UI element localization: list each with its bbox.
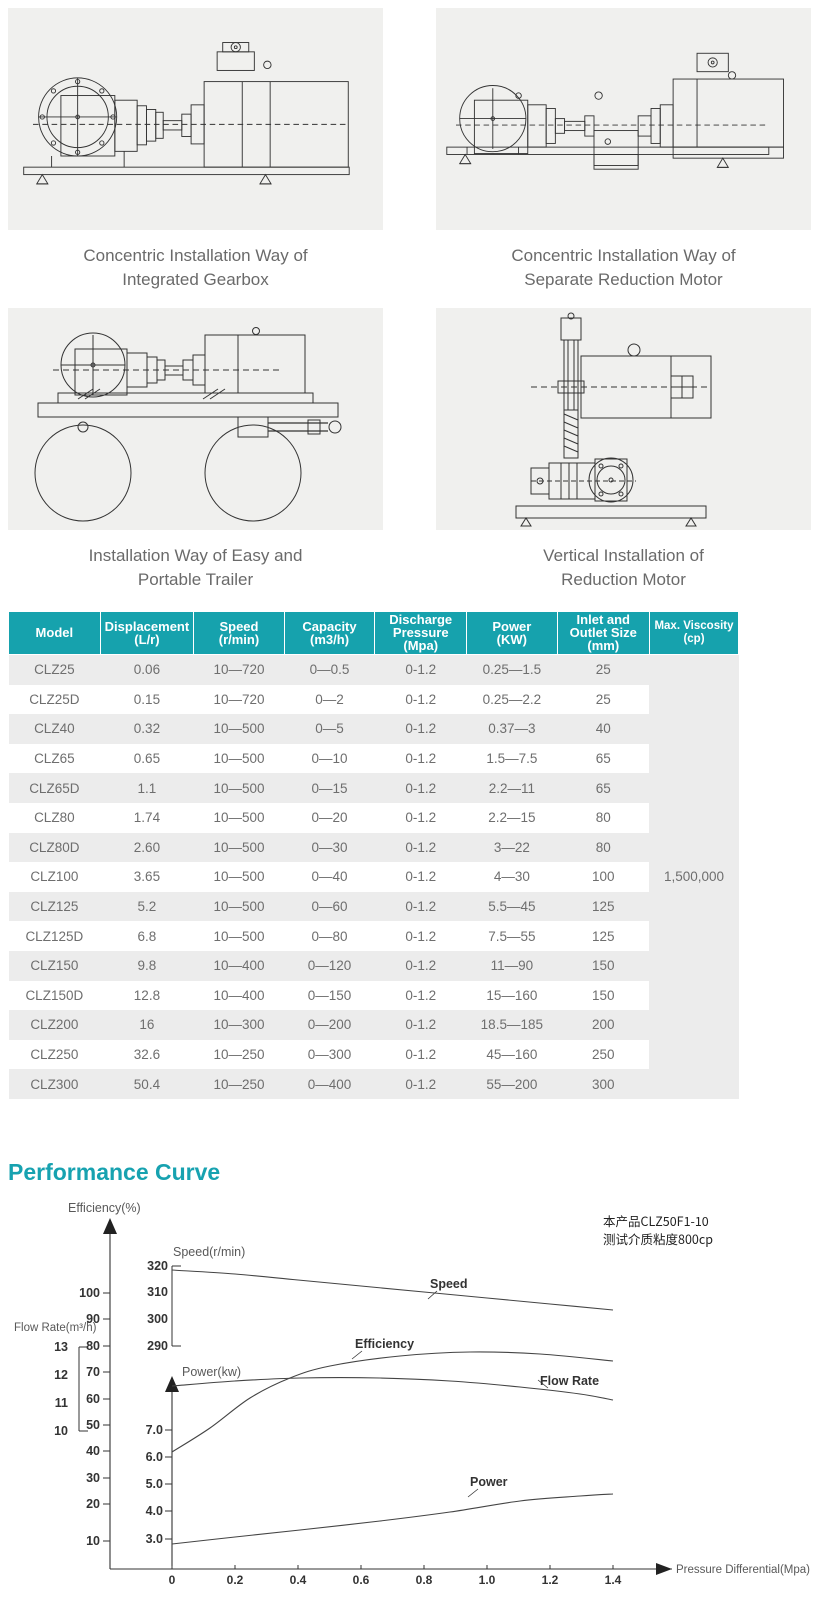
svg-text:40: 40 xyxy=(86,1444,100,1458)
svg-text:310: 310 xyxy=(147,1285,168,1299)
svg-text:80: 80 xyxy=(86,1339,100,1353)
svg-text:60: 60 xyxy=(86,1392,100,1406)
svg-text:10: 10 xyxy=(54,1424,68,1438)
svg-text:0.6: 0.6 xyxy=(353,1573,370,1587)
svg-text:Power(kw): Power(kw) xyxy=(182,1365,241,1379)
svg-text:6.0: 6.0 xyxy=(146,1450,163,1464)
svg-text:1.0: 1.0 xyxy=(479,1573,496,1587)
svg-text:13: 13 xyxy=(54,1340,68,1354)
svg-text:0: 0 xyxy=(169,1573,176,1587)
svg-text:Speed(r/min): Speed(r/min) xyxy=(173,1245,245,1259)
svg-text:Speed: Speed xyxy=(430,1277,468,1291)
svg-text:5.0: 5.0 xyxy=(146,1477,163,1491)
svg-text:Efficiency(%): Efficiency(%) xyxy=(68,1201,141,1215)
svg-text:测试介质粘度800cp: 测试介质粘度800cp xyxy=(603,1229,713,1248)
svg-text:0.2: 0.2 xyxy=(227,1573,244,1587)
svg-text:12: 12 xyxy=(54,1368,68,1382)
svg-text:Flow Rate: Flow Rate xyxy=(540,1374,599,1388)
svg-text:1.4: 1.4 xyxy=(605,1573,622,1587)
svg-text:10: 10 xyxy=(86,1534,100,1548)
svg-text:50: 50 xyxy=(86,1418,100,1432)
svg-text:0.4: 0.4 xyxy=(290,1573,307,1587)
svg-text:20: 20 xyxy=(86,1497,100,1511)
svg-text:320: 320 xyxy=(147,1259,168,1273)
svg-text:290: 290 xyxy=(147,1339,168,1353)
svg-text:Flow Rate(m³/h): Flow Rate(m³/h) xyxy=(14,1322,97,1334)
svg-text:Pressure Differential(Mpa): Pressure Differential(Mpa) xyxy=(676,1564,810,1576)
svg-text:3.0: 3.0 xyxy=(146,1532,163,1546)
svg-text:70: 70 xyxy=(86,1365,100,1379)
svg-text:30: 30 xyxy=(86,1471,100,1485)
svg-text:Power: Power xyxy=(470,1475,508,1489)
svg-text:300: 300 xyxy=(147,1312,168,1326)
svg-text:0.8: 0.8 xyxy=(416,1573,433,1587)
svg-text:90: 90 xyxy=(86,1312,100,1326)
svg-text:100: 100 xyxy=(79,1286,100,1300)
svg-text:4.0: 4.0 xyxy=(146,1504,163,1518)
svg-text:1.2: 1.2 xyxy=(542,1573,559,1587)
svg-text:7.0: 7.0 xyxy=(146,1423,163,1437)
svg-text:本产品CLZ50F1-10: 本产品CLZ50F1-10 xyxy=(603,1211,709,1230)
svg-text:11: 11 xyxy=(55,1396,68,1410)
svg-text:Efficiency: Efficiency xyxy=(355,1337,414,1351)
